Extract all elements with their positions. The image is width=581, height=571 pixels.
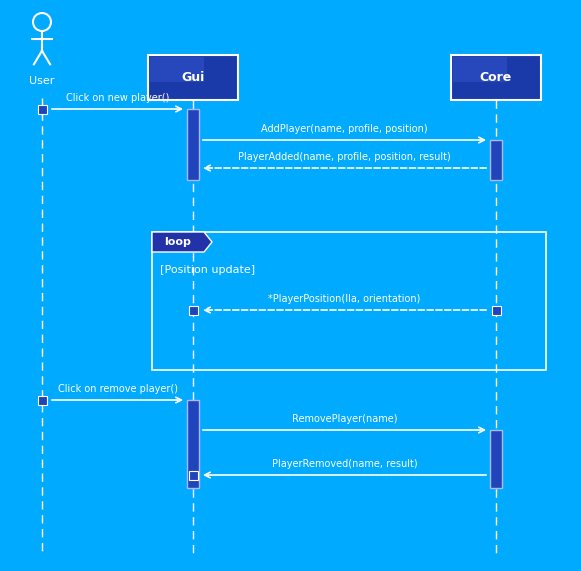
Text: AddPlayer(name, profile, position): AddPlayer(name, profile, position) bbox=[261, 124, 428, 134]
Bar bbox=[38, 396, 46, 404]
Bar bbox=[150, 57, 204, 82]
Text: Gui: Gui bbox=[181, 71, 205, 84]
Text: RemovePlayer(name): RemovePlayer(name) bbox=[292, 414, 397, 424]
Bar bbox=[490, 140, 502, 180]
Text: *PlayerPosition(Ila, orientation): *PlayerPosition(Ila, orientation) bbox=[268, 294, 421, 304]
Text: Core: Core bbox=[480, 71, 512, 84]
Text: PlayerRemoved(name, result): PlayerRemoved(name, result) bbox=[272, 459, 417, 469]
Text: Click on new player(): Click on new player() bbox=[66, 93, 169, 103]
Bar bbox=[188, 471, 198, 480]
Bar bbox=[38, 104, 46, 114]
Text: [Position update]: [Position update] bbox=[160, 265, 255, 275]
Bar bbox=[453, 57, 507, 82]
Text: User: User bbox=[29, 77, 55, 86]
Bar bbox=[148, 55, 238, 100]
Bar bbox=[187, 400, 199, 488]
Text: PlayerAdded(name, profile, position, result): PlayerAdded(name, profile, position, res… bbox=[238, 152, 451, 162]
Bar bbox=[451, 55, 541, 100]
Bar bbox=[187, 109, 199, 180]
Bar bbox=[188, 305, 198, 315]
Polygon shape bbox=[152, 232, 212, 252]
Text: loop: loop bbox=[164, 237, 191, 247]
Bar bbox=[492, 305, 500, 315]
Text: Click on remove player(): Click on remove player() bbox=[58, 384, 178, 394]
Bar bbox=[490, 430, 502, 488]
Bar bbox=[152, 232, 546, 370]
